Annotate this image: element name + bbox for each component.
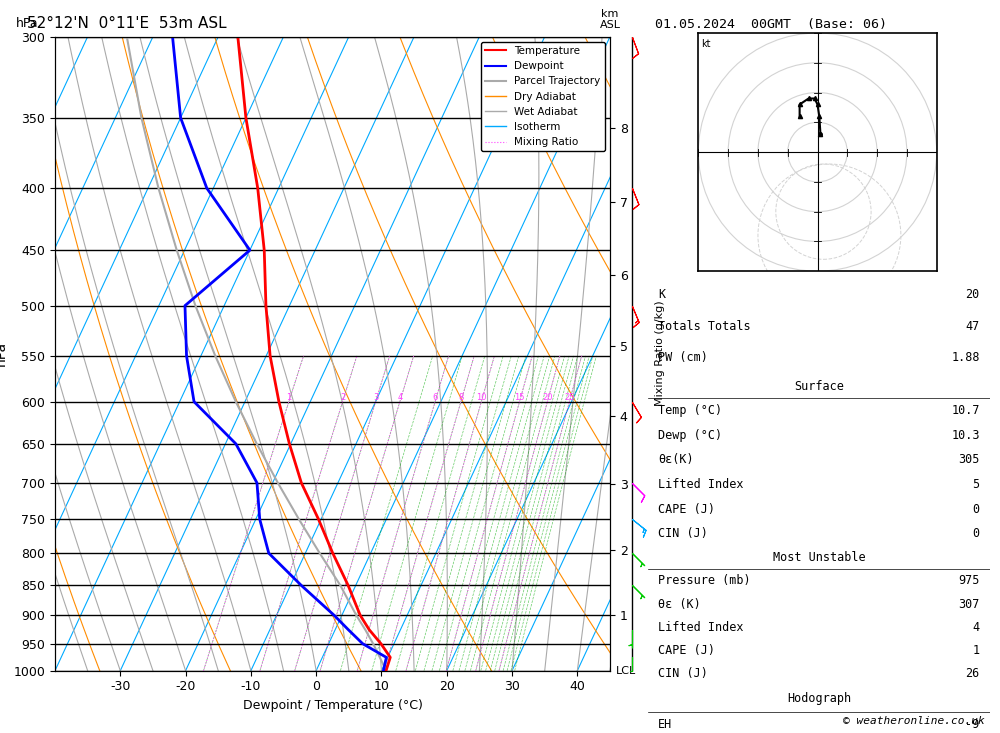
Text: 52°12'N  0°11'E  53m ASL: 52°12'N 0°11'E 53m ASL — [27, 16, 227, 32]
Text: EH: EH — [658, 718, 673, 732]
Text: 307: 307 — [958, 597, 980, 611]
Text: 20: 20 — [965, 288, 980, 301]
Y-axis label: hPa: hPa — [0, 341, 8, 366]
Text: 10: 10 — [476, 393, 487, 402]
Text: 3: 3 — [373, 393, 379, 402]
Text: 26: 26 — [965, 667, 980, 680]
Text: 8: 8 — [458, 393, 464, 402]
Text: θε (K): θε (K) — [658, 597, 701, 611]
Text: CIN (J): CIN (J) — [658, 527, 708, 540]
Text: 0: 0 — [973, 527, 980, 540]
Text: 1: 1 — [973, 644, 980, 657]
Text: CAPE (J): CAPE (J) — [658, 644, 715, 657]
Text: © weatheronline.co.uk: © weatheronline.co.uk — [843, 715, 985, 726]
Text: Lifted Index: Lifted Index — [658, 621, 744, 634]
Text: 4: 4 — [973, 621, 980, 634]
Text: 5: 5 — [973, 478, 980, 491]
Text: θε(K): θε(K) — [658, 454, 694, 466]
X-axis label: Dewpoint / Temperature (°C): Dewpoint / Temperature (°C) — [243, 699, 422, 712]
Text: 20: 20 — [542, 393, 553, 402]
Text: 305: 305 — [958, 454, 980, 466]
Text: Temp (°C): Temp (°C) — [658, 404, 722, 417]
Text: Lifted Index: Lifted Index — [658, 478, 744, 491]
Text: 15: 15 — [514, 393, 525, 402]
Text: K: K — [658, 288, 665, 301]
Text: 25: 25 — [564, 393, 575, 402]
Legend: Temperature, Dewpoint, Parcel Trajectory, Dry Adiabat, Wet Adiabat, Isotherm, Mi: Temperature, Dewpoint, Parcel Trajectory… — [481, 42, 605, 152]
Text: hPa: hPa — [16, 18, 39, 30]
Text: 47: 47 — [965, 320, 980, 333]
Text: Dewp (°C): Dewp (°C) — [658, 429, 722, 442]
Text: 10.7: 10.7 — [951, 404, 980, 417]
Text: Mixing Ratio (g/kg): Mixing Ratio (g/kg) — [655, 301, 665, 407]
Text: 2: 2 — [340, 393, 345, 402]
Text: 0: 0 — [973, 503, 980, 516]
Text: 4: 4 — [397, 393, 403, 402]
Text: 6: 6 — [433, 393, 438, 402]
Text: -9: -9 — [965, 718, 980, 732]
Text: km
ASL: km ASL — [600, 9, 621, 30]
Text: PW (cm): PW (cm) — [658, 351, 708, 364]
Text: CAPE (J): CAPE (J) — [658, 503, 715, 516]
Text: Surface: Surface — [794, 380, 844, 393]
Text: Most Unstable: Most Unstable — [773, 551, 865, 564]
Text: Hodograph: Hodograph — [787, 692, 851, 705]
Text: 10.3: 10.3 — [951, 429, 980, 442]
Text: 01.05.2024  00GMT  (Base: 06): 01.05.2024 00GMT (Base: 06) — [655, 18, 887, 32]
Text: 975: 975 — [958, 575, 980, 587]
Text: Pressure (mb): Pressure (mb) — [658, 575, 751, 587]
Text: Totals Totals: Totals Totals — [658, 320, 751, 333]
Text: 1.88: 1.88 — [951, 351, 980, 364]
Text: 1: 1 — [286, 393, 292, 402]
Text: LCL: LCL — [616, 666, 636, 676]
Text: kt: kt — [701, 39, 711, 49]
Text: CIN (J): CIN (J) — [658, 667, 708, 680]
